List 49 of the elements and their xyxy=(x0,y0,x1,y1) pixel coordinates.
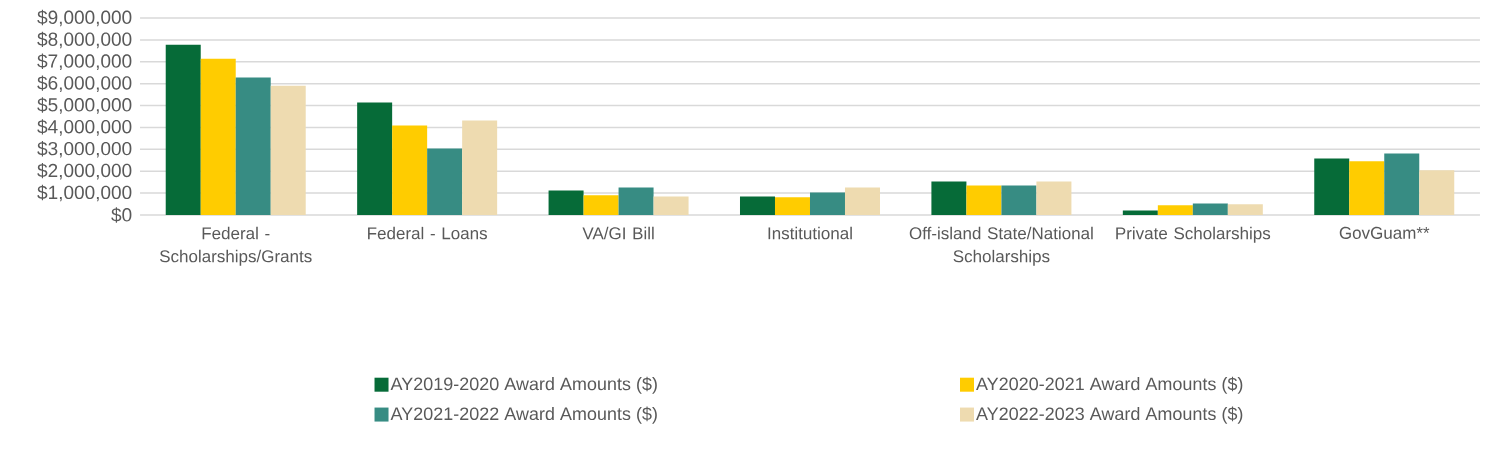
bar xyxy=(1001,185,1037,215)
bar xyxy=(427,148,463,215)
bar xyxy=(548,190,584,215)
bar xyxy=(844,187,880,215)
bar xyxy=(774,197,810,215)
y-tick-label: $7,000,000 xyxy=(37,53,132,71)
y-tick-label: $5,000,000 xyxy=(37,97,132,114)
bar xyxy=(583,195,619,215)
y-tick-label: $9,000,000 xyxy=(37,9,132,27)
y-tick-label: $2,000,000 xyxy=(37,162,132,180)
bar xyxy=(235,77,271,215)
x-tick-label: Off-island State/National Scholarships xyxy=(909,226,1093,266)
bar xyxy=(200,58,236,215)
legend-label: AY2022-2023 Award Amounts ($) xyxy=(976,406,1243,424)
legend-label: AY2021-2022 Award Amounts ($) xyxy=(390,406,657,424)
bar xyxy=(1314,158,1350,215)
x-tick-label: GovGuam** xyxy=(1339,226,1430,239)
x-tick-label: Private Scholarships xyxy=(1116,226,1271,243)
x-tick-label: VA/GI Bill xyxy=(582,226,654,240)
x-tick-label: Institutional xyxy=(768,226,852,240)
bar xyxy=(1419,170,1455,215)
bar xyxy=(165,44,201,215)
bar xyxy=(966,185,1002,215)
bar xyxy=(1192,203,1228,215)
bar xyxy=(653,196,689,215)
y-tick-label: $1,000,000 xyxy=(37,184,132,202)
bar xyxy=(739,196,775,215)
bar xyxy=(1036,181,1072,215)
bar xyxy=(1384,153,1420,215)
bar xyxy=(618,187,654,215)
y-tick-label: $4,000,000 xyxy=(37,119,132,136)
legend-label: AY2020-2021 Award Amounts ($) xyxy=(976,376,1243,394)
y-tick-label: $6,000,000 xyxy=(37,75,132,92)
bar xyxy=(462,120,498,215)
bar xyxy=(357,102,393,215)
y-tick-label: $8,000,000 xyxy=(37,31,132,49)
bar xyxy=(809,192,845,215)
bar xyxy=(1349,161,1385,215)
y-tick-label: $0 xyxy=(111,207,132,223)
bar xyxy=(1157,205,1193,215)
bar xyxy=(931,181,967,215)
y-tick-label: $3,000,000 xyxy=(37,141,132,158)
x-tick-label: Federal - Loans xyxy=(368,226,487,240)
legend-label: AY2019-2020 Award Amounts ($) xyxy=(390,376,657,394)
bar xyxy=(392,125,428,215)
bar xyxy=(270,85,306,215)
bar xyxy=(1227,204,1263,215)
bar xyxy=(1122,210,1158,215)
x-tick-label: Federal - Scholarships/Grants xyxy=(159,226,312,266)
